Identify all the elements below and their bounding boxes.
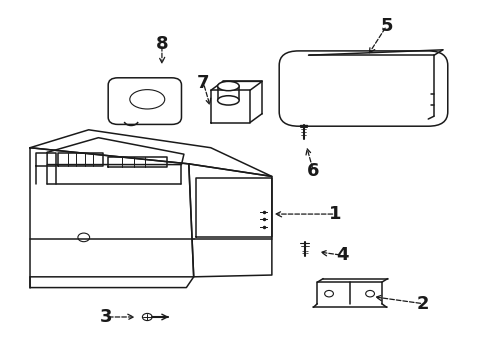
Text: 3: 3 — [99, 308, 112, 326]
Text: 1: 1 — [329, 205, 342, 223]
Ellipse shape — [130, 90, 165, 109]
Text: 8: 8 — [156, 35, 168, 53]
Text: 7: 7 — [197, 74, 210, 92]
FancyBboxPatch shape — [279, 51, 448, 126]
Text: 4: 4 — [337, 246, 349, 264]
Ellipse shape — [218, 81, 239, 91]
Text: 5: 5 — [380, 17, 393, 35]
Ellipse shape — [218, 96, 239, 105]
Text: 2: 2 — [417, 295, 430, 313]
Text: 6: 6 — [307, 162, 319, 180]
FancyBboxPatch shape — [108, 78, 181, 125]
